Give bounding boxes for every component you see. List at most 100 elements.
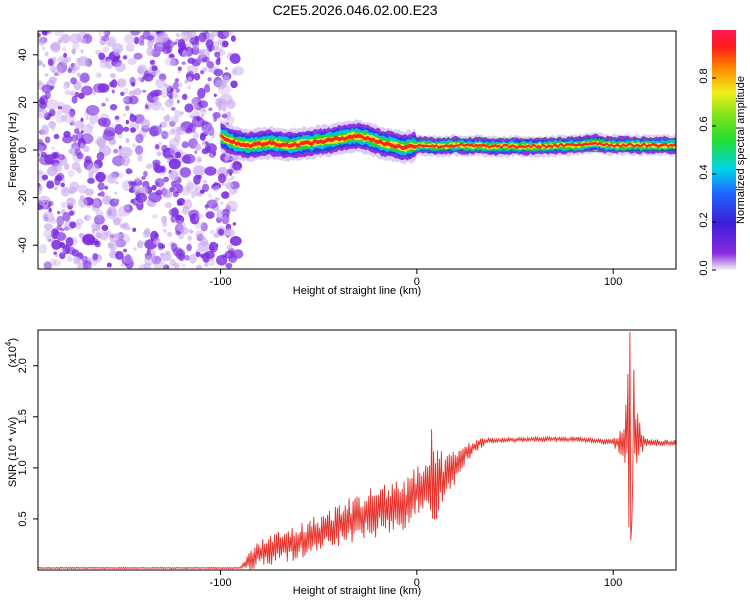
noise-blob [177, 198, 186, 206]
noise-blob [105, 97, 110, 102]
noise-blob [128, 95, 139, 105]
noise-blob [213, 232, 220, 238]
noise-blob [229, 53, 241, 64]
noise-blob [80, 37, 87, 44]
noise-blob [225, 115, 235, 125]
noise-blob [67, 246, 76, 255]
ridge-layer [220, 133, 676, 150]
noise-blob [70, 63, 75, 68]
noise-blob [42, 211, 55, 223]
noise-blob [155, 237, 161, 244]
noise-blob [221, 182, 225, 186]
noise-blob [98, 254, 102, 259]
noise-blob [205, 207, 209, 211]
noise-blob [121, 156, 131, 167]
noise-blob [161, 107, 164, 111]
noise-blob [205, 250, 215, 259]
noise-blob [42, 46, 45, 51]
noise-blob [191, 116, 205, 128]
noise-blob [130, 31, 141, 36]
noise-blob [168, 158, 181, 170]
noise-blob [177, 253, 186, 262]
noise-blob [86, 62, 91, 67]
noise-blob [70, 91, 74, 95]
noise-blob [54, 72, 59, 77]
noise-blob [174, 78, 180, 83]
noise-blob [169, 128, 176, 135]
noise-blob [169, 170, 179, 181]
noise-blob [154, 178, 165, 188]
noise-blob [153, 100, 159, 106]
noise-blob [69, 108, 76, 118]
noise-blob [228, 254, 238, 263]
noise-blob [163, 115, 171, 122]
noise-blob [192, 132, 200, 140]
x-tick-label: 100 [604, 276, 622, 288]
noise-blob [224, 228, 232, 237]
noise-blob [215, 97, 223, 108]
noise-blob [215, 59, 221, 66]
noise-blob [162, 188, 171, 198]
noise-blob [38, 144, 44, 154]
noise-blob [220, 201, 224, 205]
noise-blob [123, 204, 131, 210]
noise-blob [110, 73, 116, 79]
colorbar-tick-label: 0.0 [698, 260, 710, 275]
noise-blob [222, 31, 233, 38]
snr-x-ticks: -100 0 100 [210, 570, 622, 589]
noise-blob [51, 146, 55, 150]
noise-blob [156, 32, 169, 43]
noise-blob [181, 141, 189, 149]
x-tick-label: 0 [414, 276, 420, 288]
noise-blob [212, 185, 220, 192]
noise-blob [56, 232, 68, 241]
noise-blob [144, 104, 149, 109]
noise-blob [115, 62, 126, 72]
noise-blob [151, 184, 157, 191]
noise-blob [226, 169, 234, 175]
noise-blob [185, 183, 199, 194]
noise-blob [71, 43, 80, 50]
noise-blob [196, 174, 203, 180]
noise-blob [175, 151, 182, 158]
noise-blob [143, 73, 154, 82]
noise-blob [106, 198, 110, 202]
noise-blob [43, 223, 53, 231]
noise-blob [227, 100, 236, 109]
noise-blob [72, 256, 81, 265]
noise-blob [154, 144, 160, 150]
noise-blob [216, 209, 224, 220]
noise-blob [130, 127, 136, 133]
noise-blob [199, 133, 206, 141]
noise-blob [135, 176, 140, 183]
noise-blob [48, 200, 54, 206]
noise-blob [174, 133, 181, 143]
noise-blob [232, 66, 244, 76]
noise-blob [193, 72, 201, 81]
noise-blob [75, 218, 84, 225]
noise-blob [43, 261, 52, 269]
noise-blob [99, 191, 105, 197]
noise-blob [41, 124, 49, 136]
noise-blob [56, 110, 63, 115]
noise-blob [109, 233, 120, 243]
noise-blob [115, 241, 122, 248]
noise-blob [67, 256, 73, 262]
noise-blob [102, 130, 115, 141]
noise-blob [224, 155, 229, 161]
noise-blob [137, 76, 143, 82]
noise-blob [41, 31, 49, 36]
noise-blob [92, 91, 96, 95]
noise-blob [164, 56, 176, 66]
noise-blob [51, 127, 55, 131]
noise-blob [114, 191, 118, 195]
x-tick-label: 100 [604, 577, 622, 589]
noise-blob [186, 85, 192, 90]
noise-blob [208, 193, 212, 199]
noise-blob [203, 84, 211, 93]
noise-blob [222, 113, 228, 119]
noise-blob [229, 172, 232, 176]
noise-blob [226, 116, 230, 121]
noise-blob [146, 248, 151, 254]
noise-blob [198, 100, 209, 109]
